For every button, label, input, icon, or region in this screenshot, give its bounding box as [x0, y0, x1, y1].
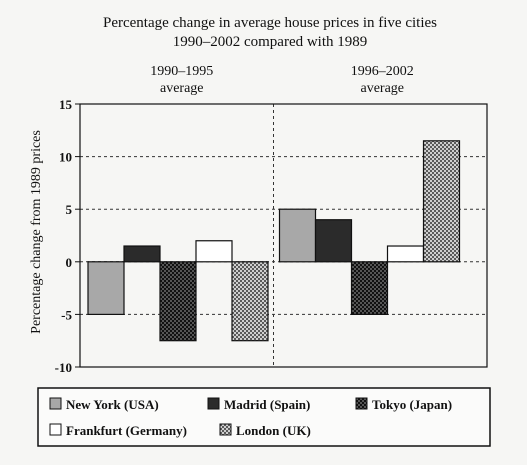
bar-new [87, 261, 125, 315]
legend-swatch [355, 397, 368, 410]
bar-frankfurt [195, 240, 233, 263]
legend-label: New York (USA) [66, 397, 159, 412]
bar-madrid [123, 245, 161, 263]
bar-new [278, 208, 317, 263]
y-tick-label: -5 [61, 307, 72, 322]
group-label: 1990–1995 [150, 64, 213, 79]
chart-title: Percentage change in average house price… [103, 15, 437, 31]
y-tick-label: 10 [59, 150, 72, 165]
bar-madrid [314, 219, 353, 263]
bar-london [422, 140, 461, 263]
y-tick-label: 5 [66, 202, 73, 217]
legend: New York (USA) Madrid (Spain) Tokyo (Japan… [37, 387, 491, 447]
chart-subtitle: 1990–2002 compared with 1989 [173, 34, 368, 50]
y-tick-label: 0 [66, 255, 73, 270]
bar-london [231, 261, 269, 342]
bar-frankfurt [386, 245, 425, 263]
y-axis-label: Percentage change from 1989 prices [29, 130, 44, 334]
plot-frame [79, 103, 488, 368]
bar-tokyo [350, 261, 389, 315]
legend-label: Frankfurt (Germany) [66, 423, 187, 438]
group-label: average [360, 81, 404, 96]
legend-swatch [49, 397, 62, 410]
bar-tokyo [159, 261, 197, 342]
y-axis-ticks: -10 -5 0 5 10 15 [55, 97, 80, 375]
group-label: 1996–2002 [351, 64, 414, 79]
legend-box [37, 387, 491, 447]
legend-label: Madrid (Spain) [224, 397, 310, 412]
group-label: average [160, 81, 204, 96]
legend-swatch [49, 423, 62, 436]
y-tick-label: 15 [59, 97, 73, 112]
group-labels: 1990–1995 average 1996–2002 average [150, 64, 414, 96]
legend-swatch [207, 397, 220, 410]
y-tick-label: -10 [55, 360, 72, 375]
legend-label: London (UK) [236, 423, 311, 438]
bars [87, 140, 461, 342]
legend-label: Tokyo (Japan) [372, 397, 452, 412]
legend-swatch [219, 423, 232, 436]
